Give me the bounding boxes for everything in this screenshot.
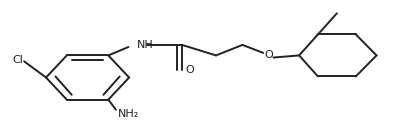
Text: NH: NH xyxy=(137,40,153,50)
Text: NH₂: NH₂ xyxy=(118,109,139,119)
Text: Cl: Cl xyxy=(12,55,23,65)
Text: O: O xyxy=(186,65,195,75)
Text: O: O xyxy=(265,50,273,60)
